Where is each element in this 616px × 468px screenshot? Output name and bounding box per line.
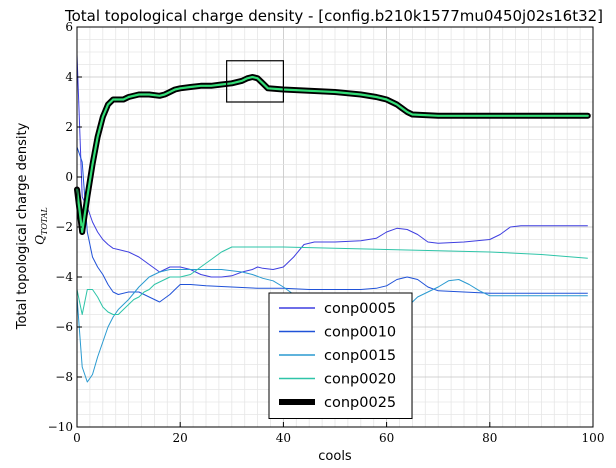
y-tick-label: −4	[55, 270, 73, 284]
legend-box	[268, 292, 413, 419]
legend-label-conp0010: conp0010	[324, 325, 396, 341]
chart-title: Total topological charge density - [conf…	[64, 7, 603, 25]
legend-label-conp0015: conp0015	[324, 348, 396, 364]
x-tick-label: 60	[379, 431, 394, 445]
y-tick-label: 0	[65, 170, 73, 184]
y-tick-label: 2	[65, 120, 73, 134]
legend-label-conp0025: conp0025	[324, 395, 396, 411]
x-axis-label: cools	[318, 449, 352, 464]
y-axis-sublabel-q: Q	[33, 235, 47, 245]
y-tick-label: −10	[48, 420, 73, 434]
ticks: 0 20 40 60 80 100 −10 −8 −6 −4 −2 0 2 4 6	[48, 20, 605, 445]
x-tick-label: 20	[173, 431, 188, 445]
series-line-conp0020	[76, 246, 588, 315]
y-tick-label: −6	[55, 320, 73, 334]
x-tick-label: 0	[73, 431, 81, 445]
y-axis-label: Total topological charge density	[15, 122, 30, 330]
legend-label-conp0020: conp0020	[324, 372, 396, 388]
x-tick-label: 100	[582, 431, 605, 445]
y-tick-label: −2	[55, 220, 73, 234]
series-line-conp0025	[75, 75, 589, 234]
series-line-conp0010	[76, 146, 588, 303]
series-line-conp0005	[76, 54, 588, 278]
zoom-box	[226, 60, 284, 103]
x-tick-label: 40	[276, 431, 291, 445]
legend: conp0005 conp0010 conp0015 conp0020 conp0025	[268, 292, 413, 419]
legend-label-conp0005: conp0005	[324, 301, 396, 317]
y-tick-label: 6	[65, 20, 73, 34]
series-line-conp0025-outline	[74, 74, 591, 235]
x-tick-label: 80	[482, 431, 497, 445]
y-tick-label: −8	[55, 370, 73, 384]
y-axis-sublabel: QTOTAL	[33, 207, 49, 245]
y-tick-label: 4	[65, 70, 73, 84]
y-axis-sublabel-subscript: TOTAL	[40, 207, 49, 235]
series-layer	[74, 54, 591, 383]
